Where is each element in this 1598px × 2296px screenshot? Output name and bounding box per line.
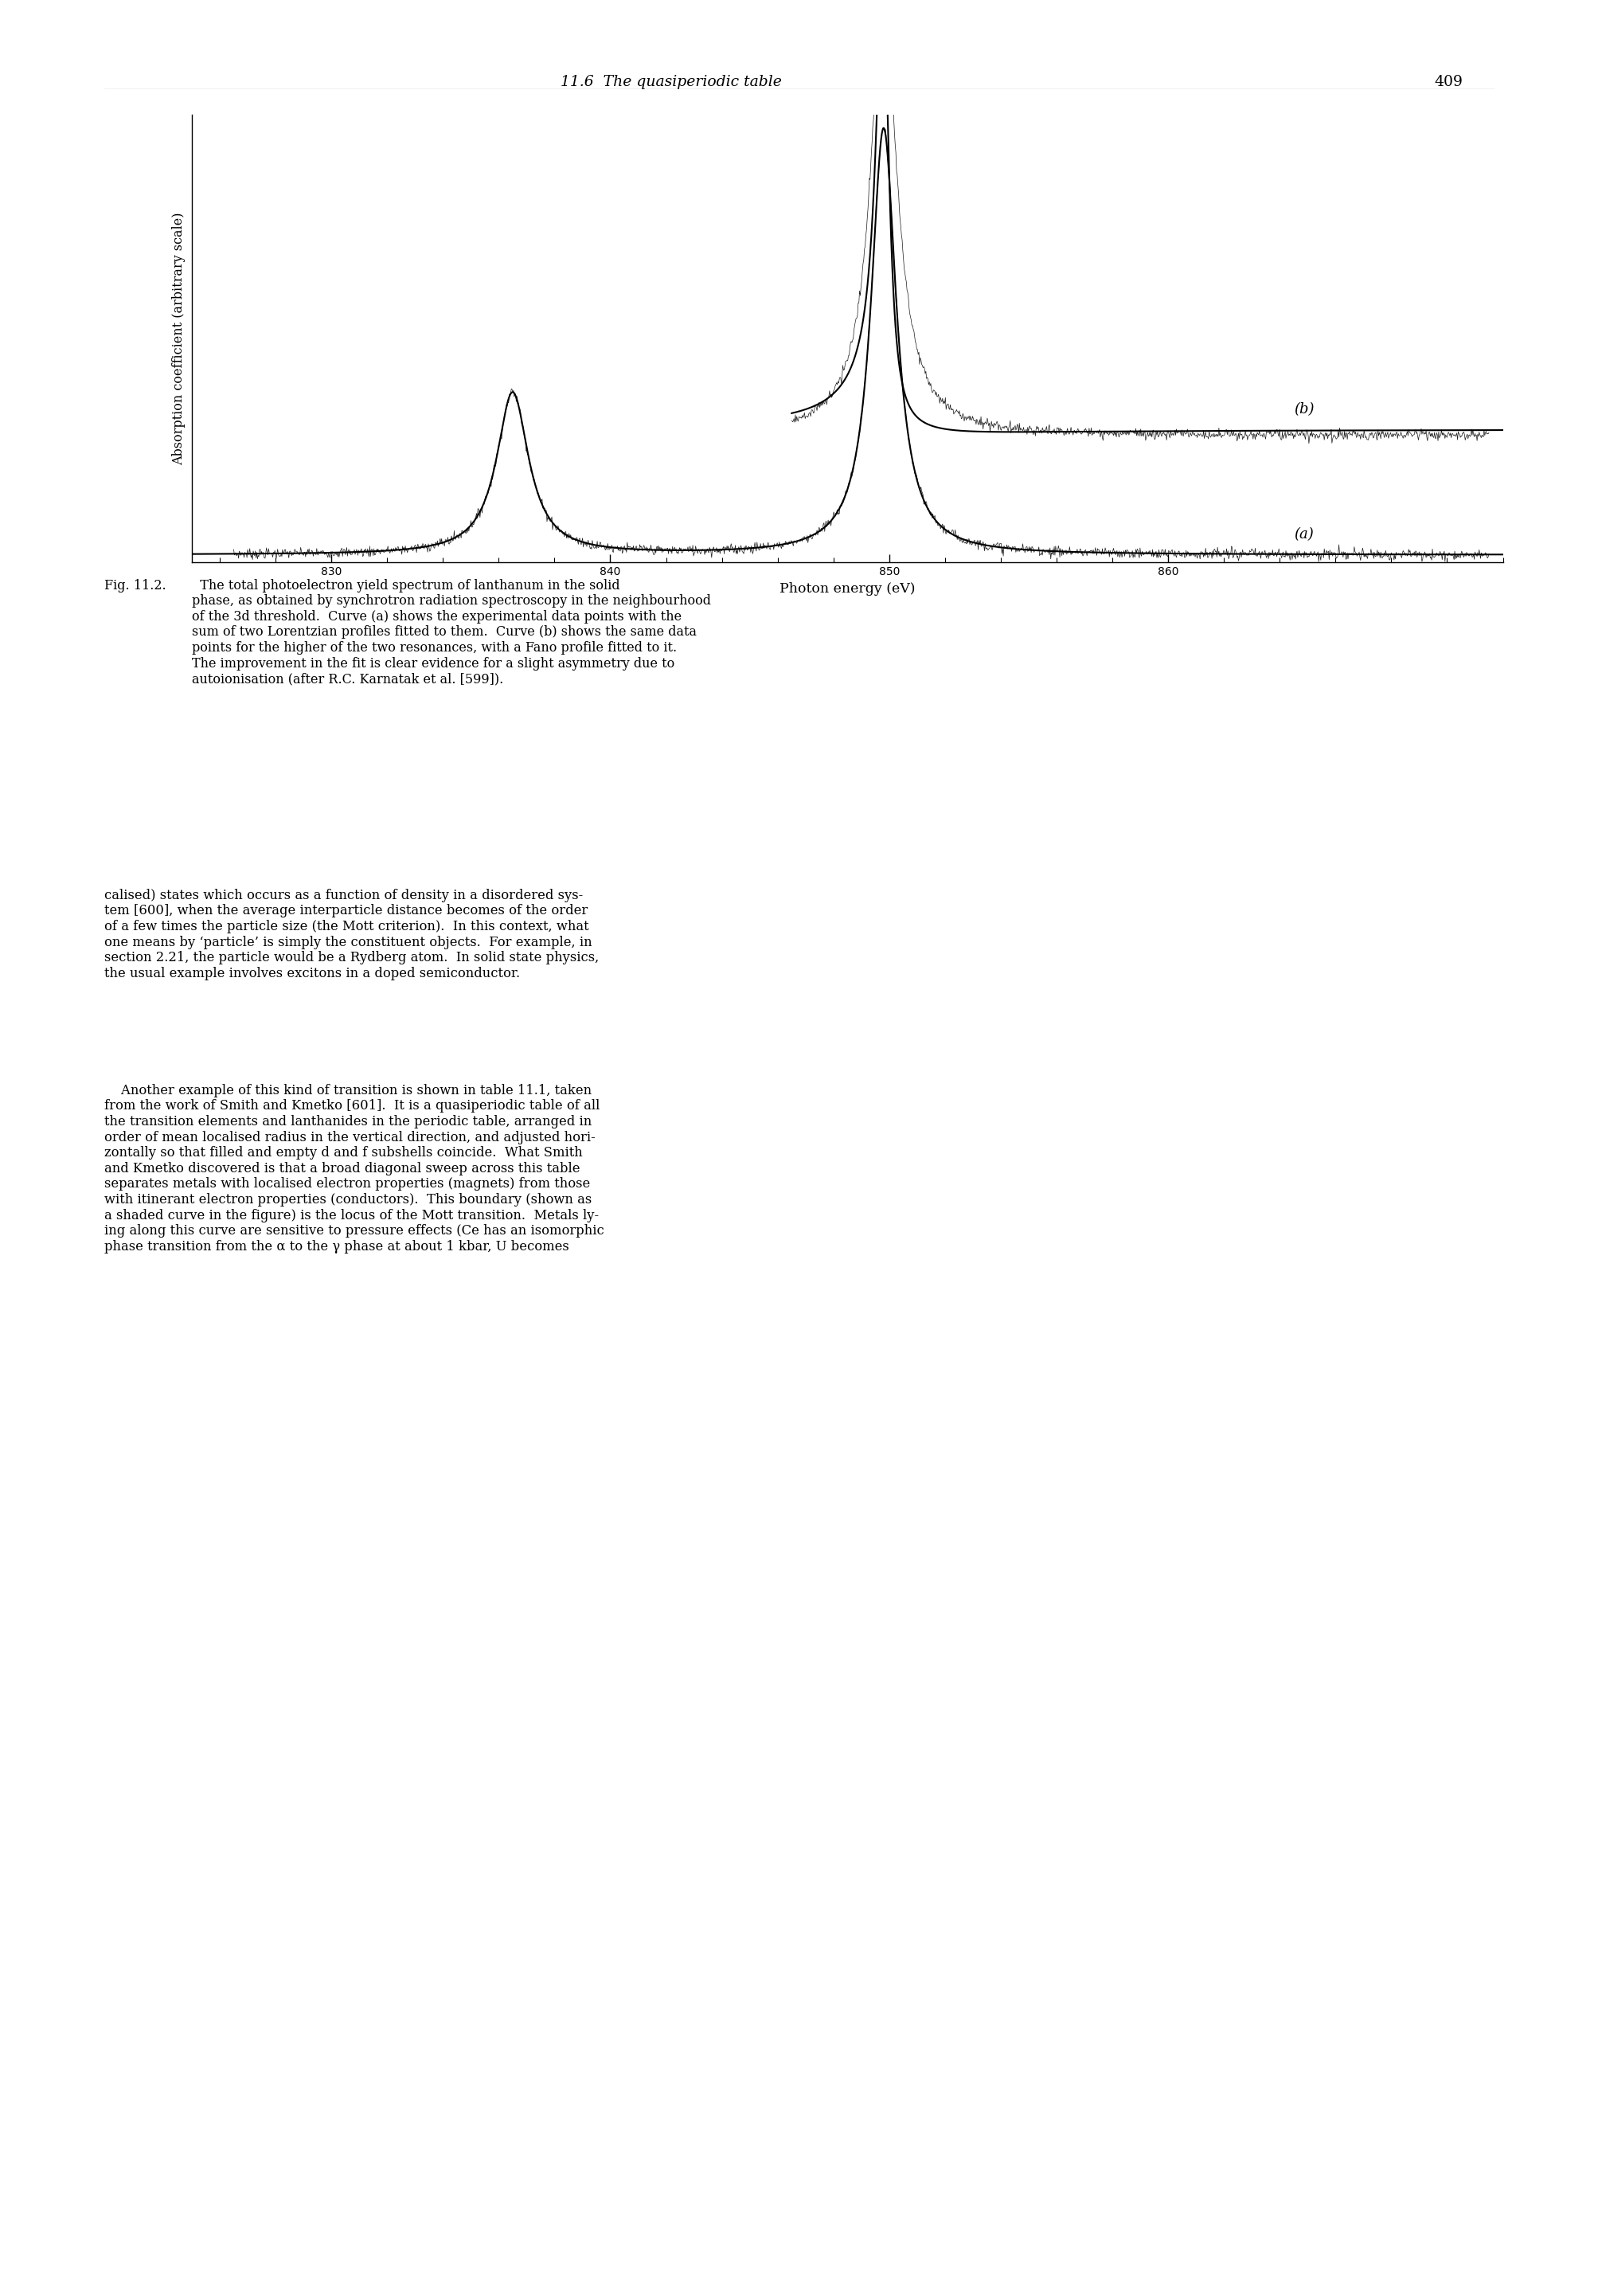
Text: The total photoelectron yield spectrum of lanthanum in the solid
phase, as obtai: The total photoelectron yield spectrum o… <box>192 579 711 687</box>
Y-axis label: Absorption coefficient (arbitrary scale): Absorption coefficient (arbitrary scale) <box>171 211 185 466</box>
Text: 11.6  The quasiperiodic table: 11.6 The quasiperiodic table <box>561 73 781 90</box>
Text: 409: 409 <box>1433 73 1462 90</box>
Text: calised) states which occurs as a function of density in a disordered sys-
tem [: calised) states which occurs as a functi… <box>104 889 598 980</box>
Text: (a): (a) <box>1293 528 1312 542</box>
X-axis label: Photon energy (eV): Photon energy (eV) <box>780 581 914 595</box>
Text: Fig. 11.2.: Fig. 11.2. <box>104 579 166 592</box>
Text: (b): (b) <box>1293 402 1314 416</box>
Text: Another example of this kind of transition is shown in table 11.1, taken
from th: Another example of this kind of transiti… <box>104 1084 604 1254</box>
